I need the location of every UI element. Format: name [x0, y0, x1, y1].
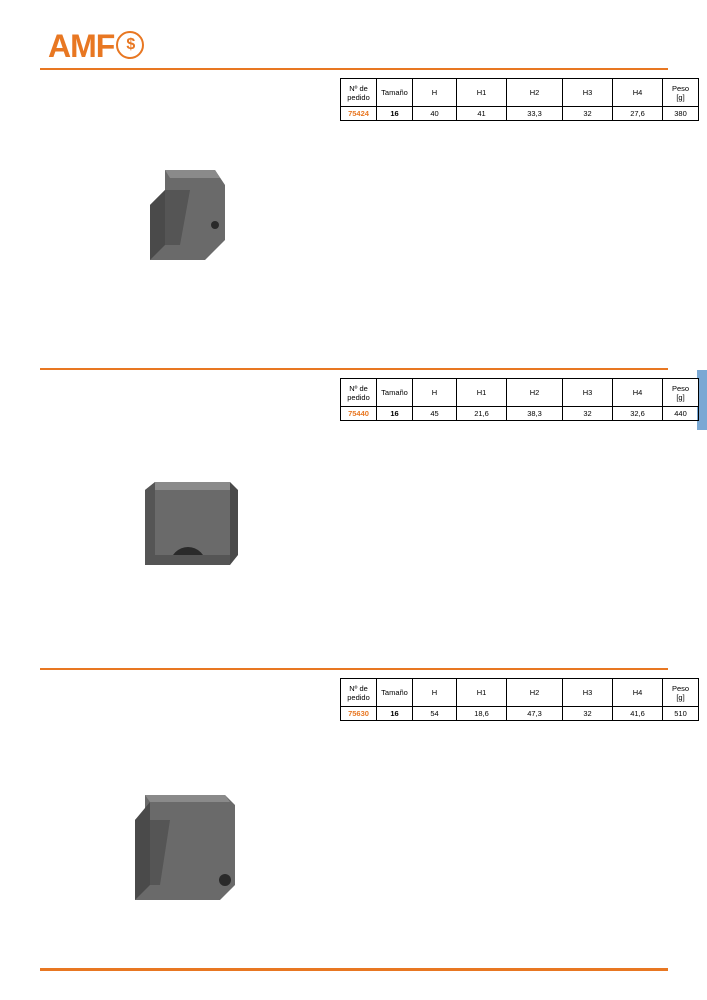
table-row: 75440 16 45 21,6 38,3 32 32,6 440 — [341, 407, 699, 421]
cell-h3: 32 — [563, 107, 613, 121]
bottom-divider — [40, 968, 668, 971]
col-h: H — [413, 379, 457, 407]
cell-h: 54 — [413, 707, 457, 721]
col-h4: H4 — [613, 379, 663, 407]
table-row: 75424 16 40 41 33,3 32 27,6 380 — [341, 107, 699, 121]
cell-h3: 32 — [563, 407, 613, 421]
section-3 — [40, 668, 668, 670]
product-image-1 — [120, 150, 250, 280]
spec-table-3: Nº de pedido Tamaño H H1 H2 H3 H4 Peso [… — [340, 678, 699, 721]
col-h: H — [413, 79, 457, 107]
col-h2: H2 — [507, 79, 563, 107]
order-number: 75630 — [341, 707, 377, 721]
col-weight: Peso [g] — [663, 379, 699, 407]
cell-h4: 27,6 — [613, 107, 663, 121]
col-h4: H4 — [613, 79, 663, 107]
order-number: 75440 — [341, 407, 377, 421]
col-h3: H3 — [563, 679, 613, 707]
cell-h1: 18,6 — [457, 707, 507, 721]
col-h2: H2 — [507, 379, 563, 407]
divider-line — [40, 68, 668, 70]
section-1 — [40, 68, 668, 70]
col-h1: H1 — [457, 679, 507, 707]
divider-line — [40, 968, 668, 971]
table-row: 75630 16 54 18,6 47,3 32 41,6 510 — [341, 707, 699, 721]
amf-logo: AMF $ — [48, 28, 144, 65]
product-image-2 — [120, 460, 250, 590]
col-h1: H1 — [457, 79, 507, 107]
col-weight: Peso [g] — [663, 679, 699, 707]
logo-icon: $ — [116, 31, 144, 59]
spec-table-1: Nº de pedido Tamaño H H1 H2 H3 H4 Peso [… — [340, 78, 699, 121]
divider-line — [40, 668, 668, 670]
cell-size: 16 — [377, 707, 413, 721]
cell-size: 16 — [377, 107, 413, 121]
col-size: Tamaño — [377, 679, 413, 707]
col-h3: H3 — [563, 79, 613, 107]
spec-table-2: Nº de pedido Tamaño H H1 H2 H3 H4 Peso [… — [340, 378, 699, 421]
col-order: Nº de pedido — [341, 79, 377, 107]
logo-text: AMF — [48, 28, 114, 65]
cell-h2: 47,3 — [507, 707, 563, 721]
cell-weight: 380 — [663, 107, 699, 121]
cell-weight: 510 — [663, 707, 699, 721]
col-h1: H1 — [457, 379, 507, 407]
col-order: Nº de pedido — [341, 379, 377, 407]
cell-h1: 21,6 — [457, 407, 507, 421]
cell-h1: 41 — [457, 107, 507, 121]
col-size: Tamaño — [377, 379, 413, 407]
col-h4: H4 — [613, 679, 663, 707]
col-h: H — [413, 679, 457, 707]
section-2 — [40, 368, 668, 370]
cell-h2: 33,3 — [507, 107, 563, 121]
cell-h4: 32,6 — [613, 407, 663, 421]
col-h2: H2 — [507, 679, 563, 707]
cell-h: 45 — [413, 407, 457, 421]
cell-size: 16 — [377, 407, 413, 421]
product-image-3 — [110, 770, 260, 920]
order-number: 75424 — [341, 107, 377, 121]
cell-h: 40 — [413, 107, 457, 121]
col-order: Nº de pedido — [341, 679, 377, 707]
col-weight: Peso [g] — [663, 79, 699, 107]
cell-weight: 440 — [663, 407, 699, 421]
divider-line — [40, 368, 668, 370]
cell-h4: 41,6 — [613, 707, 663, 721]
col-h3: H3 — [563, 379, 613, 407]
col-size: Tamaño — [377, 79, 413, 107]
cell-h2: 38,3 — [507, 407, 563, 421]
cell-h3: 32 — [563, 707, 613, 721]
